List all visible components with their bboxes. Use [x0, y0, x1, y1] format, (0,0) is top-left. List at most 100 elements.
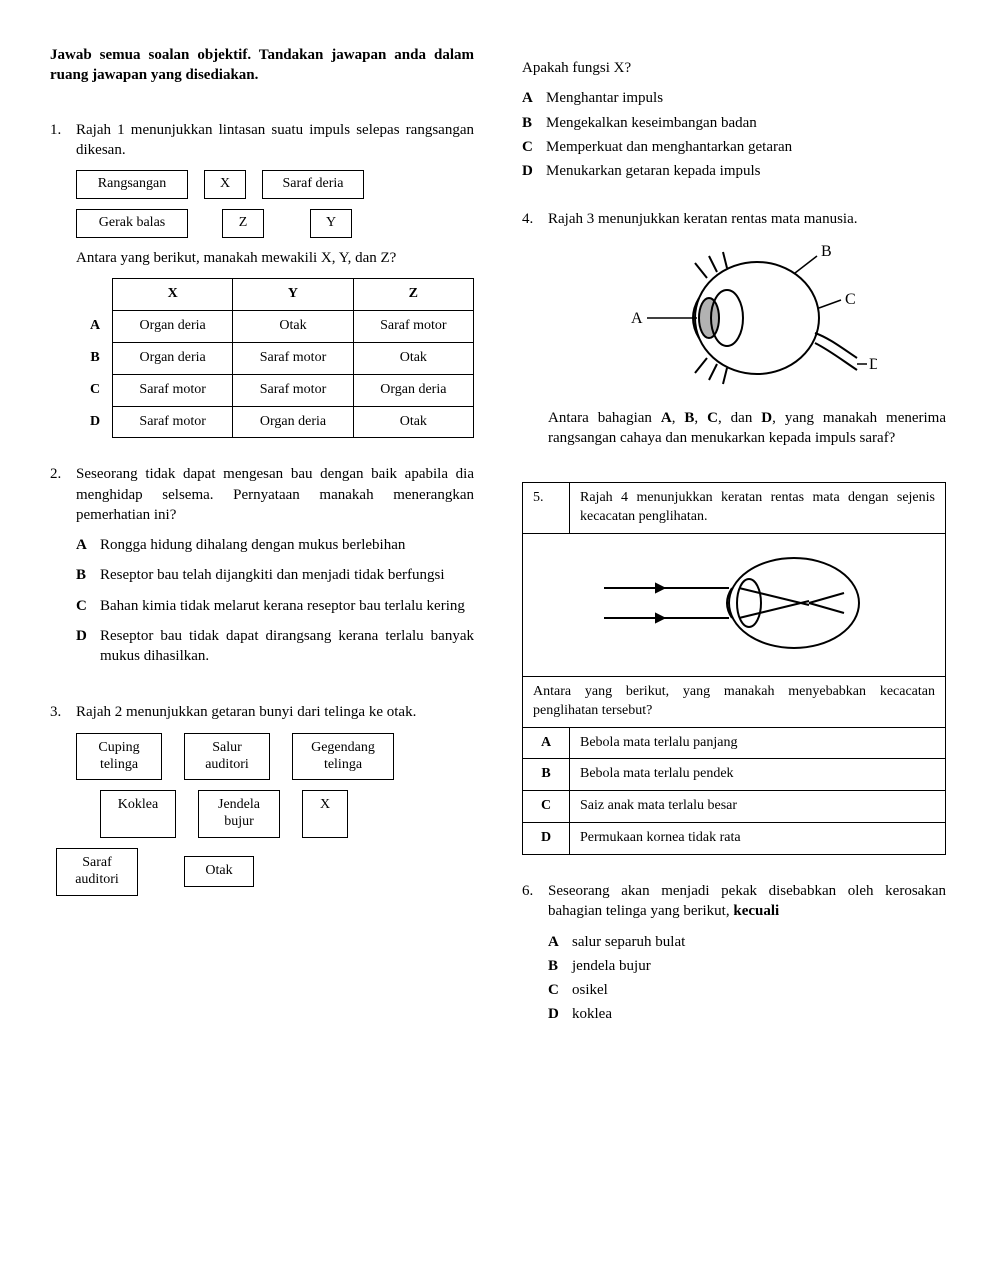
q3-choice-c[interactable]: C Memperkuat dan menghantarkan getaran [522, 137, 946, 157]
q5-choice-b[interactable]: B Bebola mata terlalu pendek [523, 759, 946, 791]
q1-answer-table: X Y Z A Organ deria Otak Saraf motor B O… [76, 278, 474, 438]
q5-a-text: Bebola mata terlalu panjang [570, 727, 946, 759]
q4-label-d: D [869, 356, 877, 373]
q3-b-text: Mengekalkan keseimbangan badan [546, 113, 946, 133]
q3-c-label: C [522, 137, 546, 157]
question-2: 2. Seseorang tidak dapat mengesan bau de… [50, 464, 474, 676]
q1-box-rangsangan: Rangsangan [76, 170, 188, 199]
q1-d-y: Organ deria [233, 406, 353, 438]
instructions-text: Jawab semua soalan objektif. Tandakan ja… [50, 45, 474, 86]
q1-number: 1. [50, 120, 76, 439]
q2-choice-b[interactable]: B Reseptor bau telah dijangkiti dan menj… [76, 565, 474, 585]
q6-body: Seseorang akan menjadi pekak disebabkan … [548, 881, 946, 1029]
q6-choices: A salur separuh bulat B jendela bujur C … [548, 932, 946, 1025]
q6-prompt: Seseorang akan menjadi pekak disebabkan … [548, 881, 946, 922]
q5-choice-c[interactable]: C Saiz anak mata terlalu besar [523, 791, 946, 823]
question-1: 1. Rajah 1 menunjukkan lintasan suatu im… [50, 120, 474, 439]
eye-diagram-icon: A B C D [617, 238, 877, 398]
q1-diagram-row1: Rangsangan X Saraf deria [76, 170, 474, 199]
q1-c-x: Saraf motor [113, 374, 233, 406]
q1-a-x: Organ deria [113, 310, 233, 342]
q3-choice-a[interactable]: A Menghantar impuls [522, 88, 946, 108]
q4-number: 4. [522, 209, 548, 456]
q1-rowlabel-c: C [76, 374, 113, 406]
q2-prompt: Seseorang tidak dapat mengesan bau denga… [76, 464, 474, 525]
q4-body: Rajah 3 menunjukkan keratan rentas mata … [548, 209, 946, 456]
table-row: D Saraf motor Organ deria Otak [76, 406, 474, 438]
question-4: 4. Rajah 3 menunjukkan keratan rentas ma… [522, 209, 946, 456]
q3-a-label: A [522, 88, 546, 108]
q3-c-text: Memperkuat dan menghantarkan getaran [546, 137, 946, 157]
q2-c-text: Bahan kimia tidak melarut kerana resepto… [100, 596, 474, 616]
q2-d-text: Reseptor bau tidak dapat dirangsang kera… [100, 626, 474, 667]
q6-choice-a[interactable]: A salur separuh bulat [548, 932, 946, 952]
q5-after-diagram: Antara yang berikut, yang manakah menyeb… [523, 676, 946, 727]
q1-prompt: Rajah 1 menunjukkan lintasan suatu impul… [76, 120, 474, 161]
q1-body: Rajah 1 menunjukkan lintasan suatu impul… [76, 120, 474, 439]
q4-after-diagram: Antara bahagian A, B, C, dan D, yang man… [548, 408, 946, 449]
q3-d-label: D [522, 161, 546, 181]
q3-box-koklea: Koklea [100, 790, 176, 838]
q4-label-a: A [631, 310, 643, 327]
q1-th-y: Y [233, 279, 353, 311]
q6-choice-b[interactable]: B jendela bujur [548, 956, 946, 976]
q5-a-label: A [523, 727, 570, 759]
q1-box-z: Z [222, 209, 264, 238]
q1-box-gerakbalas: Gerak balas [76, 209, 188, 238]
column-right: Apakah fungsi X? A Menghantar impuls B M… [522, 30, 946, 1055]
q3-row3: Saraf auditori Otak [56, 848, 474, 896]
table-row: Antara yang berikut, yang manakah menyeb… [523, 676, 946, 727]
q1-box-saraf-deria: Saraf deria [262, 170, 364, 199]
q2-choices: A Rongga hidung dihalang dengan mukus be… [76, 535, 474, 666]
q1-b-x: Organ deria [113, 342, 233, 374]
q4-label-c: C [845, 291, 856, 308]
q2-choice-c[interactable]: C Bahan kimia tidak melarut kerana resep… [76, 596, 474, 616]
q2-choice-a[interactable]: A Rongga hidung dihalang dengan mukus be… [76, 535, 474, 555]
q3-continued: Apakah fungsi X? A Menghantar impuls B M… [522, 58, 946, 181]
q3-row2: Koklea Jendela bujur X [100, 790, 474, 838]
q3-choice-b[interactable]: B Mengekalkan keseimbangan badan [522, 113, 946, 133]
q3-box-saraf-aud: Saraf auditori [56, 848, 138, 896]
q1-b-y: Saraf motor [233, 342, 353, 374]
q3-choices: A Menghantar impuls B Mengekalkan keseim… [522, 88, 946, 181]
q1-d-x: Saraf motor [113, 406, 233, 438]
q6-choice-c[interactable]: C osikel [548, 980, 946, 1000]
q3-d-text: Menukarkan getaran kepada impuls [546, 161, 946, 181]
q6-c-text: osikel [572, 980, 946, 1000]
column-left: Jawab semua soalan objektif. Tandakan ja… [50, 30, 474, 1055]
q5-d-label: D [523, 823, 570, 855]
q5-prompt: Rajah 4 menunjukkan keratan rentas mata … [570, 483, 946, 534]
q1-b-z: Otak [353, 342, 473, 374]
q6-prompt-bold: kecuali [733, 903, 779, 919]
table-row: A Organ deria Otak Saraf motor [76, 310, 474, 342]
q1-a-y: Otak [233, 310, 353, 342]
q3-box-jendela: Jendela bujur [198, 790, 280, 838]
q2-choice-d[interactable]: D Reseptor bau tidak dapat dirangsang ke… [76, 626, 474, 667]
q6-b-text: jendela bujur [572, 956, 946, 976]
q1-th-blank [76, 279, 113, 311]
q5-c-label: C [523, 791, 570, 823]
q6-choice-d[interactable]: D koklea [548, 1004, 946, 1024]
q1-d-z: Otak [353, 406, 473, 438]
table-row: 5. Rajah 4 menunjukkan keratan rentas ma… [523, 483, 946, 534]
q3-choice-d[interactable]: D Menukarkan getaran kepada impuls [522, 161, 946, 181]
q2-body: Seseorang tidak dapat mengesan bau denga… [76, 464, 474, 676]
q6-b-label: B [548, 956, 572, 976]
q3-box-cuping: Cuping telinga [76, 733, 162, 781]
q6-c-label: C [548, 980, 572, 1000]
q3-prompt: Rajah 2 menunjukkan getaran bunyi dari t… [76, 702, 474, 722]
q1-after-diagram: Antara yang berikut, manakah mewakili X,… [76, 248, 474, 268]
q5-d-text: Permukaan kornea tidak rata [570, 823, 946, 855]
q5-choice-a[interactable]: A Bebola mata terlalu panjang [523, 727, 946, 759]
q1-rowlabel-b: B [76, 342, 113, 374]
q3-b-label: B [522, 113, 546, 133]
q1-th-z: Z [353, 279, 473, 311]
table-row: X Y Z [76, 279, 474, 311]
q1-c-y: Saraf motor [233, 374, 353, 406]
q4-prompt: Rajah 3 menunjukkan keratan rentas mata … [548, 209, 946, 229]
q5-c-text: Saiz anak mata terlalu besar [570, 791, 946, 823]
q5-choice-d[interactable]: D Permukaan kornea tidak rata [523, 823, 946, 855]
q2-a-text: Rongga hidung dihalang dengan mukus berl… [100, 535, 474, 555]
q2-c-label: C [76, 596, 100, 616]
table-row: C Saraf motor Saraf motor Organ deria [76, 374, 474, 406]
